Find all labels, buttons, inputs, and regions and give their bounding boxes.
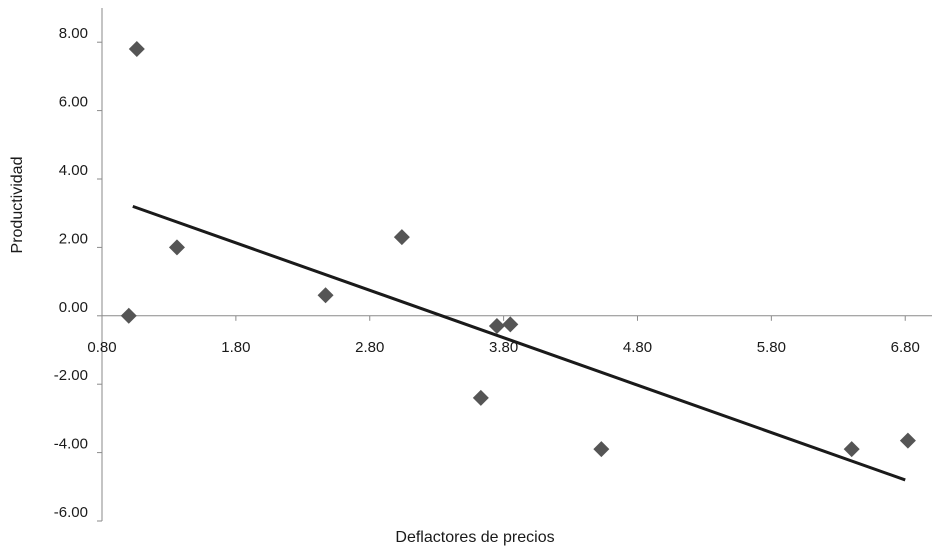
x-tick-label: 1.80 (221, 339, 250, 356)
x-tick-label: 4.80 (623, 339, 652, 356)
data-point-diamond (899, 432, 916, 449)
x-tick-label: 2.80 (355, 339, 384, 356)
x-axis-title: Deflactores de precios (395, 529, 554, 546)
y-tick-label: -4.00 (54, 436, 88, 453)
y-tick-label: 4.00 (59, 162, 88, 179)
y-tick-label: 0.00 (59, 299, 88, 316)
data-point-diamond (393, 229, 410, 246)
data-point-diamond (317, 287, 334, 304)
y-axis-title: Productividad (9, 157, 26, 254)
y-tick-label: -2.00 (54, 367, 88, 384)
axes (97, 8, 932, 522)
trendline-group (132, 204, 906, 482)
x-tick-label: 6.80 (891, 339, 920, 356)
data-point-diamond (128, 41, 145, 58)
x-tick-label: 3.80 (489, 339, 518, 356)
y-tick-label: 2.00 (59, 230, 88, 247)
x-tick-label: 5.80 (757, 339, 786, 356)
data-point-diamond (472, 389, 489, 406)
data-point-diamond (488, 318, 505, 335)
data-point-diamond (168, 239, 185, 256)
data-points (120, 41, 916, 458)
y-tick-label: 8.00 (59, 25, 88, 42)
tick-labels: 8.00 6.00 4.00 2.00 0.00 -2.00 -4.00 -6.00 0.80 1… (54, 25, 920, 521)
x-tick-label: 0.80 (87, 339, 116, 356)
trendline (132, 204, 906, 482)
y-tick-label: -6.00 (54, 504, 88, 521)
data-point-diamond (593, 441, 610, 458)
data-point-diamond (843, 441, 860, 458)
data-point-diamond (120, 307, 137, 324)
data-point-diamond (502, 316, 519, 333)
y-tick-label: 6.00 (59, 94, 88, 111)
